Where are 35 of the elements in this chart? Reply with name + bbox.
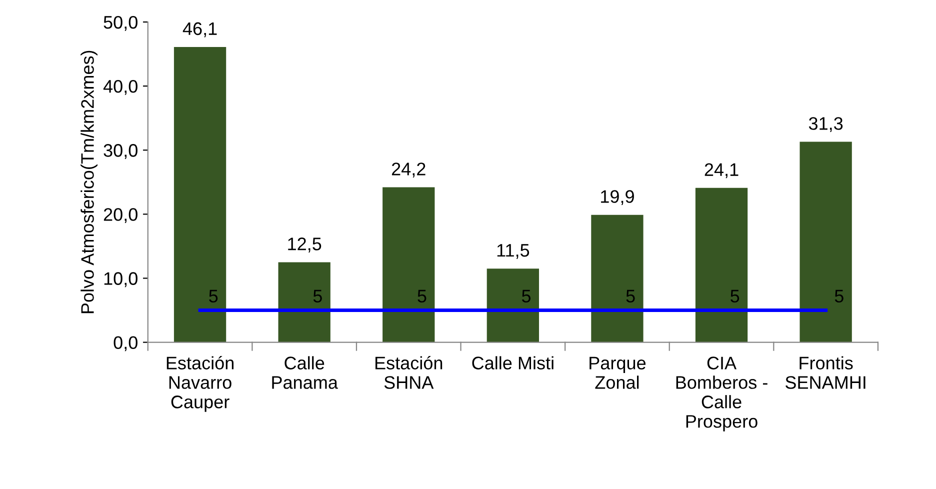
data-label: 31,3 xyxy=(808,117,843,132)
data-label: 5 xyxy=(418,290,426,303)
bar xyxy=(486,268,539,342)
y-tick-label: 30,0 xyxy=(104,144,138,159)
data-label: 11,5 xyxy=(497,244,530,259)
y-tick-label: 10,0 xyxy=(104,272,138,288)
bar xyxy=(382,187,435,342)
y-tick-label: 40,0 xyxy=(103,80,138,95)
x-tick-label: Estación SHNA xyxy=(375,356,442,389)
y-tick-label: 20,0 xyxy=(104,208,138,224)
x-tick-label: Parque Zonal xyxy=(590,356,646,389)
bar xyxy=(174,46,226,342)
data-label: 24,1 xyxy=(704,163,738,178)
data-label: 5 xyxy=(313,290,322,303)
x-tick-label: CIA Bomberos - Calle Prospero xyxy=(676,356,768,432)
y-tick-label: 50,0 xyxy=(104,16,138,31)
y-axis-title: Polvo Atmosferico(Tm/km2xmes) xyxy=(80,50,98,314)
x-tick-label: Calle Panama xyxy=(272,356,338,389)
data-label: 19,9 xyxy=(601,190,634,206)
y-tick-label: 0,0 xyxy=(114,336,138,352)
data-label: 5 xyxy=(209,290,218,303)
bar xyxy=(591,214,644,342)
data-label: 46,1 xyxy=(182,22,217,38)
bar xyxy=(800,142,852,342)
data-label: 5 xyxy=(522,290,531,303)
data-label: 12,5 xyxy=(288,238,322,252)
x-tick-label: Calle Misti xyxy=(472,356,554,370)
data-label: 24,2 xyxy=(392,162,426,178)
bar xyxy=(278,262,330,342)
bar xyxy=(695,188,748,342)
data-label: 5 xyxy=(626,290,635,303)
data-label: 5 xyxy=(730,290,740,303)
data-label: 5 xyxy=(834,290,844,303)
x-tick-label: Estación Navarro Cauper xyxy=(166,356,234,412)
x-tick-label: Frontis SENAMHI xyxy=(786,356,866,389)
